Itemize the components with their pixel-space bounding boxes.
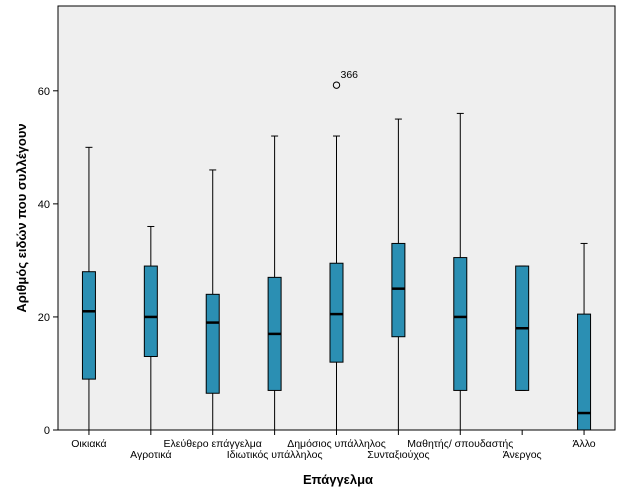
box-group-6 bbox=[453, 112, 468, 431]
box-group-3 bbox=[267, 135, 282, 431]
box-group-7 bbox=[515, 265, 530, 391]
box-group-4: 366 bbox=[329, 69, 359, 431]
box-5 bbox=[391, 242, 406, 338]
y-tick-label-3: 60 bbox=[38, 86, 50, 98]
box-group-0 bbox=[81, 146, 96, 431]
x-axis-title: Επάγγελμα bbox=[303, 472, 373, 487]
box-0 bbox=[81, 271, 96, 380]
x-tick-label-1: Αγροτικά bbox=[130, 449, 171, 461]
x-tick-label-6: Μαθητής/ σπουδαστής bbox=[407, 438, 513, 450]
y-tick-label-1: 20 bbox=[38, 312, 50, 324]
x-tick-label-8: Άλλο bbox=[572, 438, 595, 450]
box-group-8 bbox=[577, 242, 592, 431]
x-tick-label-0: Οικιακά bbox=[71, 438, 106, 450]
box-group-5 bbox=[391, 118, 406, 431]
box-group-2 bbox=[205, 169, 220, 431]
y-tick-label-0: 0 bbox=[44, 425, 50, 437]
box-2 bbox=[205, 293, 220, 394]
x-tick-label-7: Άνεργος bbox=[503, 449, 542, 461]
y-axis-title: Αριθμός ειδών που συλλέγουν bbox=[14, 123, 29, 312]
x-tick-label-5: Συνταξιούχος bbox=[367, 449, 429, 461]
box-8 bbox=[577, 313, 592, 431]
y-tick-label-2: 40 bbox=[38, 199, 50, 211]
y-axis: 0 20 40 60 bbox=[38, 86, 58, 437]
outlier-4-0 bbox=[332, 81, 341, 89]
x-tick-label-4: Δημόσιος υπάλληλος bbox=[287, 438, 386, 450]
boxes: 366 bbox=[81, 69, 592, 431]
box-6 bbox=[453, 257, 468, 391]
x-tick-label-3: Ιδιωτικός υπάλληλος bbox=[227, 449, 323, 461]
x-tick-label-2: Ελεύθερο επάγγελμα bbox=[164, 438, 262, 450]
outlier-label-4-0: 366 bbox=[341, 69, 359, 81]
box-1 bbox=[143, 265, 158, 358]
box-4 bbox=[329, 262, 344, 363]
box-group-1 bbox=[143, 225, 158, 431]
